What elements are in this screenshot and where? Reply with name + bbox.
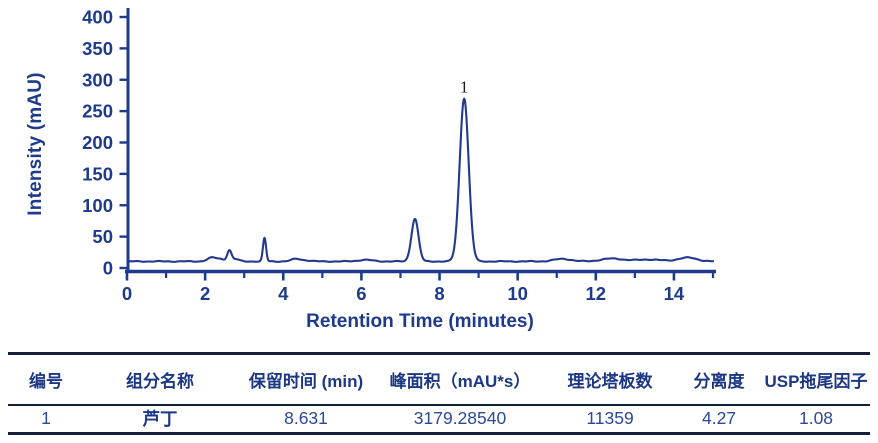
cell-plate-count: 11359 (586, 408, 634, 429)
results-table-container: 编号 组分名称 保留时间 (min) 峰面积（mAU*s） 理论塔板数 分离度 … (8, 352, 870, 435)
column-header-peak-area: 峰面积（mAU*s） (389, 371, 531, 391)
y-tick-label: 300 (82, 69, 113, 90)
y-tick-label: 200 (82, 132, 113, 153)
column-header-number: 编号 (29, 371, 63, 391)
y-tick-label: 350 (82, 38, 113, 59)
x-tick-label: 12 (586, 283, 607, 304)
x-tick-label: 0 (122, 283, 132, 304)
y-tick-label: 50 (92, 226, 113, 247)
y-tick-label: 0 (103, 258, 113, 279)
chromatogram-plot: 0 50 100 150 200 250 300 350 400 0 2 4 6 8 10 12 14 1 (82, 7, 716, 304)
x-tick-label: 8 (434, 283, 444, 304)
column-header-resolution: 分离度 (693, 371, 745, 391)
y-tick-label: 100 (82, 195, 113, 216)
y-tick-label: 150 (82, 163, 113, 184)
x-tick-label: 6 (356, 283, 366, 304)
cell-usp-tailing: 1.08 (798, 408, 834, 429)
cell-peak-number: 1 (41, 408, 51, 429)
table-row: 1 芦丁 8.631 3179.28540 11359 4.27 1.08 (8, 405, 870, 434)
cell-retention-time: 8.631 (284, 408, 328, 429)
chromatogram-chart: 0 50 100 150 200 250 300 350 400 0 2 4 6 8 10 12 14 1 Int… (25, 7, 716, 332)
cell-peak-area: 3179.28540 (413, 408, 507, 429)
column-header-plate-count: 理论塔板数 (567, 371, 653, 391)
table-header-row: 编号 组分名称 保留时间 (min) 峰面积（mAU*s） 理论塔板数 分离度 … (8, 354, 870, 405)
cell-resolution: 4.27 (701, 408, 737, 429)
column-header-retention-time: 保留时间 (min) (248, 371, 364, 391)
peak-results-table: 编号 组分名称 保留时间 (min) 峰面积（mAU*s） 理论塔板数 分离度 … (8, 352, 870, 435)
x-tick-label: 10 (507, 283, 528, 304)
x-axis-title: Retention Time (minutes) (306, 311, 534, 332)
y-tick-label: 250 (82, 101, 113, 122)
x-tick-label: 2 (200, 283, 210, 304)
x-tick-label: 4 (278, 283, 289, 304)
column-header-usp-tailing: USP拖尾因子 (764, 371, 868, 391)
column-header-component-name: 组分名称 (126, 371, 194, 391)
peak-1-label: 1 (460, 78, 469, 97)
y-axis-title: Intensity (mAU) (25, 72, 46, 216)
y-tick-label: 400 (82, 7, 113, 28)
x-tick-label: 14 (664, 283, 685, 304)
cell-component-name: 芦丁 (142, 409, 178, 430)
chromatogram-trace (127, 97, 715, 263)
